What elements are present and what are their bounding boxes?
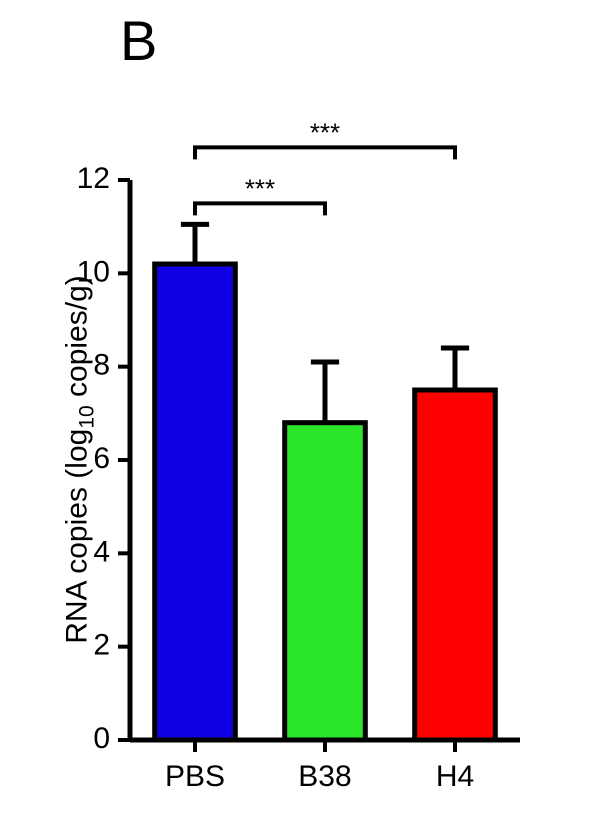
y-axis-label: RNA copies (log10 copies/g)	[61, 260, 100, 660]
panel-letter: B	[120, 8, 157, 73]
x-tick-label: B38	[298, 760, 351, 793]
y-tick-label: 12	[77, 162, 110, 195]
bar-h4	[415, 390, 496, 740]
bar-pbs	[155, 264, 236, 740]
significance-label: ***	[310, 117, 340, 147]
bar-b38	[285, 423, 366, 740]
significance-label: ***	[245, 173, 275, 203]
chart-container: { "panel_letter": "B", "panel_letter_fon…	[0, 0, 600, 840]
y-tick-label: 0	[93, 722, 110, 755]
significance-bracket	[195, 203, 325, 215]
x-tick-label: PBS	[165, 760, 225, 793]
x-tick-label: H4	[436, 760, 474, 793]
significance-bracket	[195, 147, 455, 159]
